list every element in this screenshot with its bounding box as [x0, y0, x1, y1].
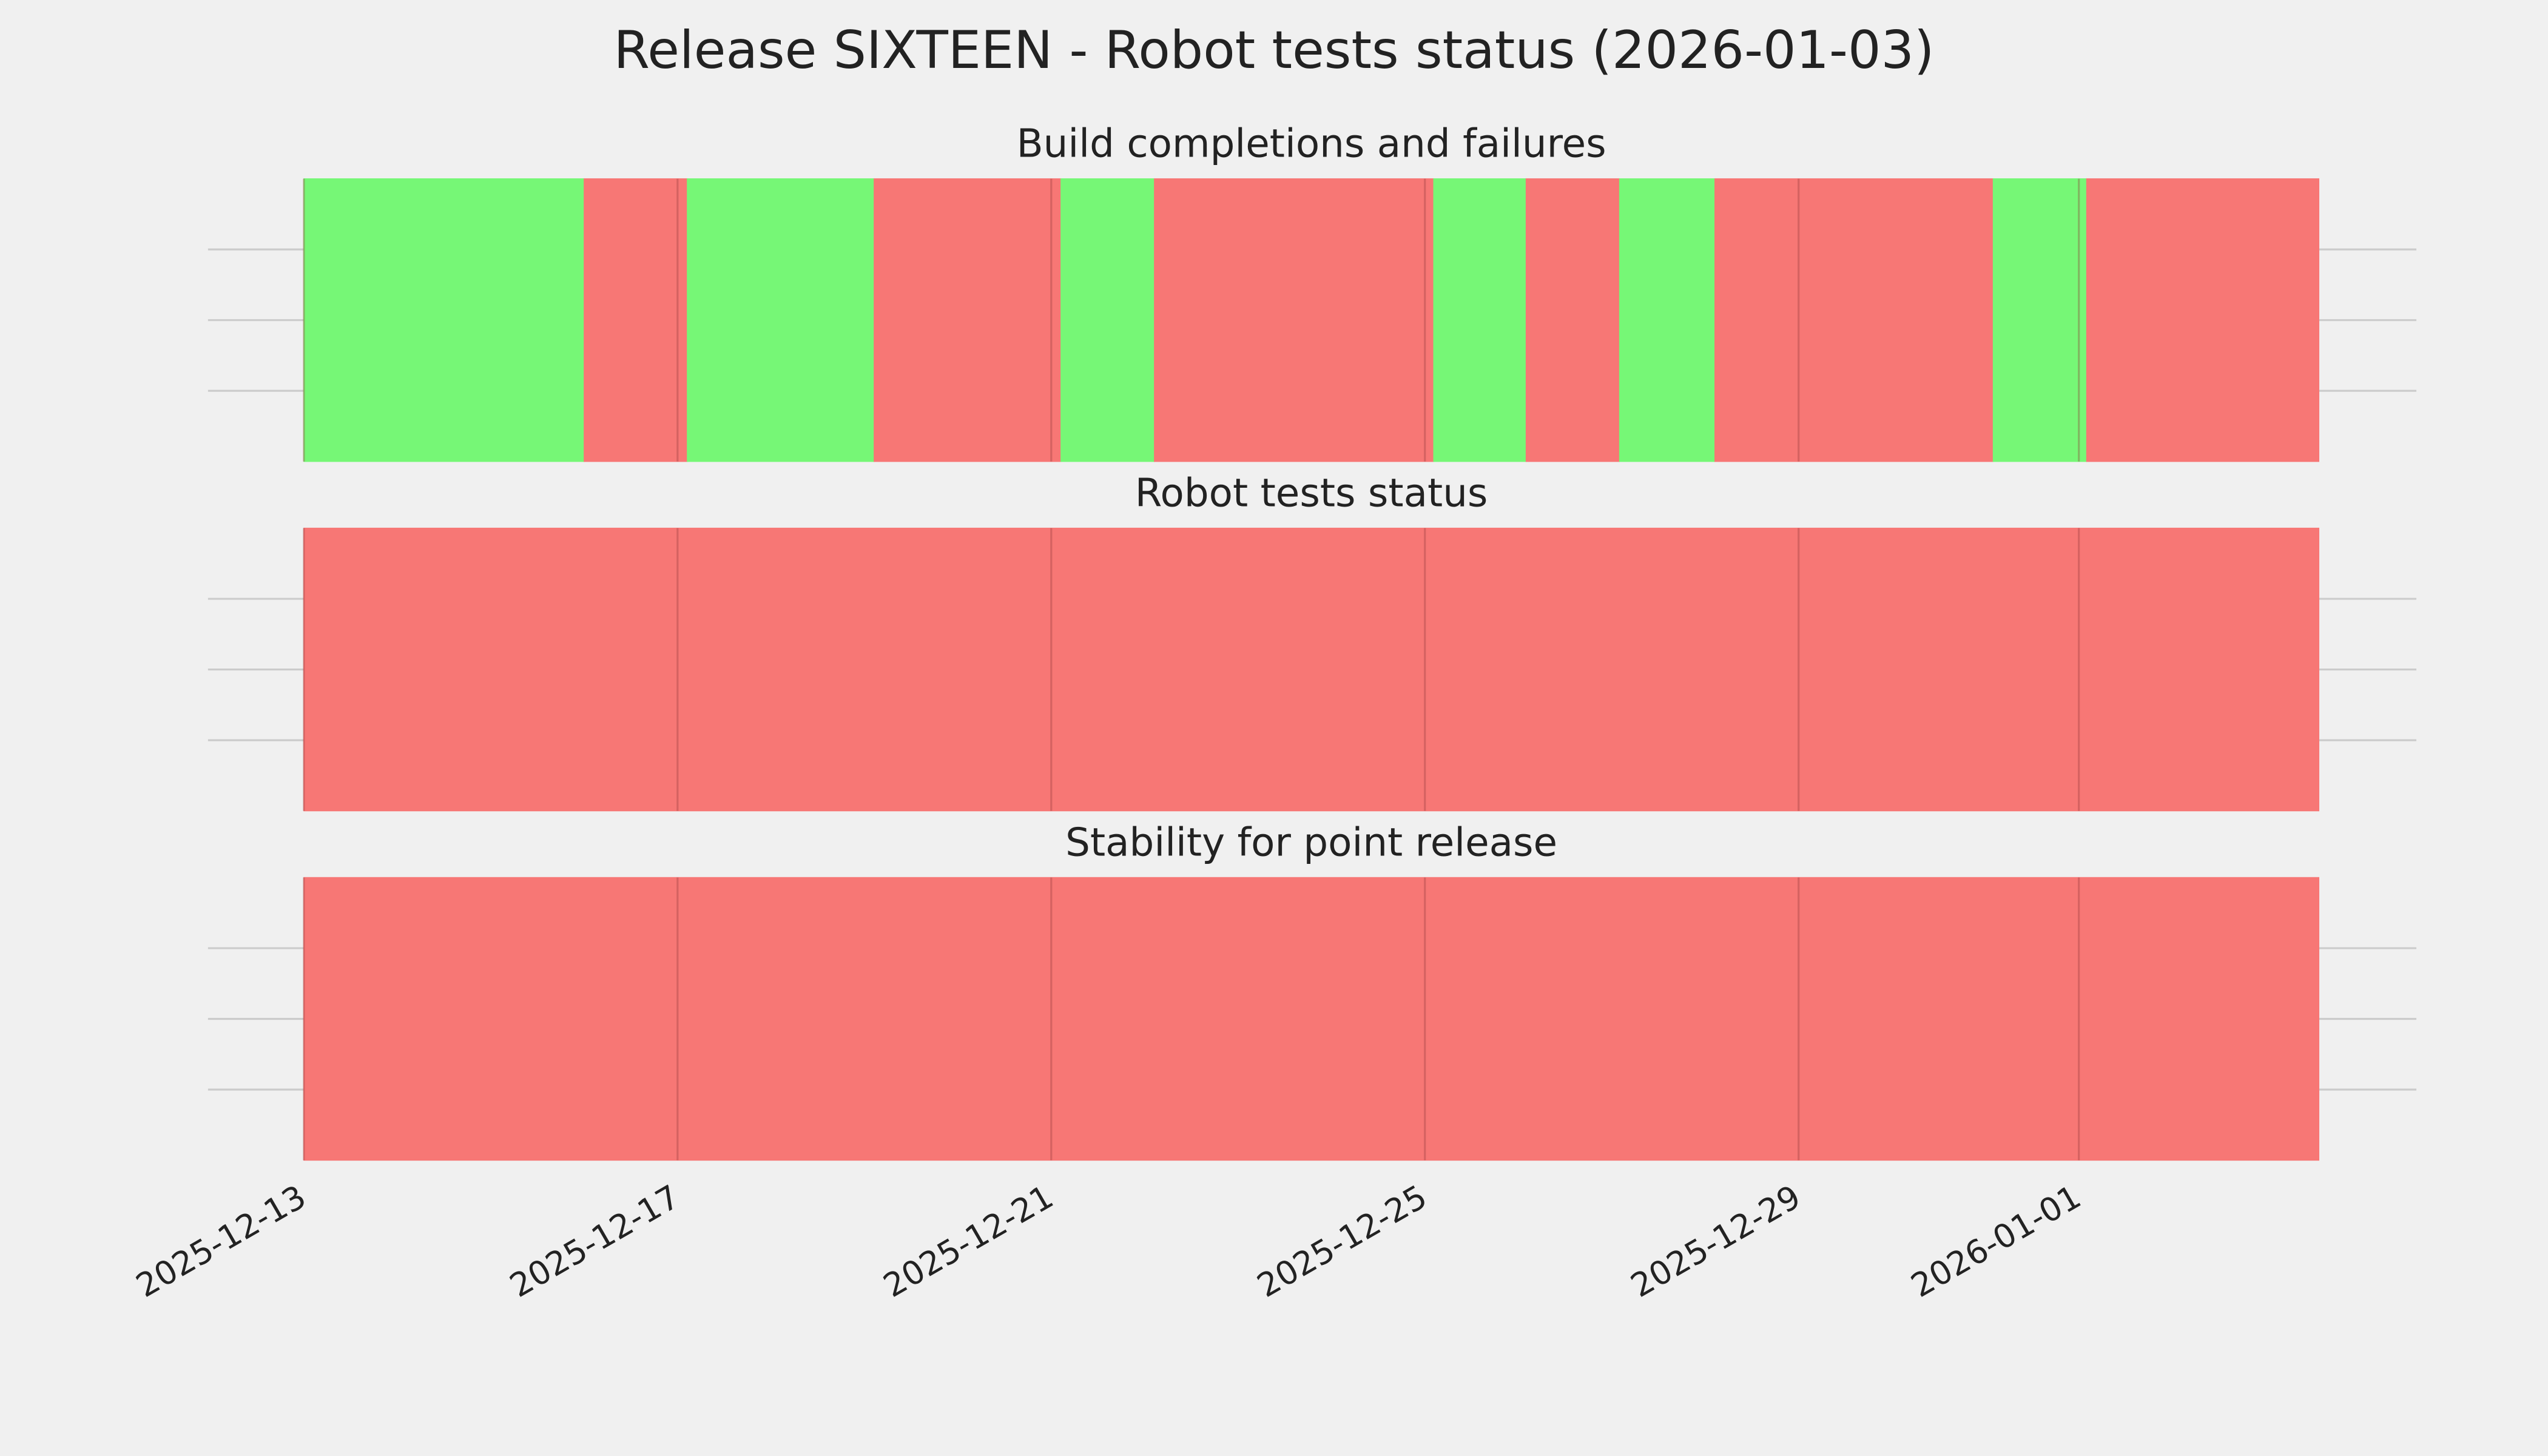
segment	[584, 178, 688, 462]
segment	[1525, 178, 1620, 462]
segment	[303, 877, 2319, 1161]
segment	[1992, 178, 2088, 462]
segment	[1619, 178, 1716, 462]
segment	[687, 178, 875, 462]
segment	[1433, 178, 1527, 462]
panel-title: Stability for point release	[1065, 820, 1557, 865]
segment	[303, 527, 2319, 812]
panel-title: Robot tests status	[1135, 471, 1488, 516]
segment	[1060, 178, 1155, 462]
panel-title: Build completions and failures	[1017, 121, 1606, 167]
chart-title: Release SIXTEEN - Robot tests status (20…	[614, 20, 1935, 81]
segment	[874, 178, 1062, 462]
segment	[303, 178, 585, 462]
segment	[1154, 178, 1434, 462]
segment	[2086, 178, 2319, 462]
segment	[1714, 178, 1994, 462]
